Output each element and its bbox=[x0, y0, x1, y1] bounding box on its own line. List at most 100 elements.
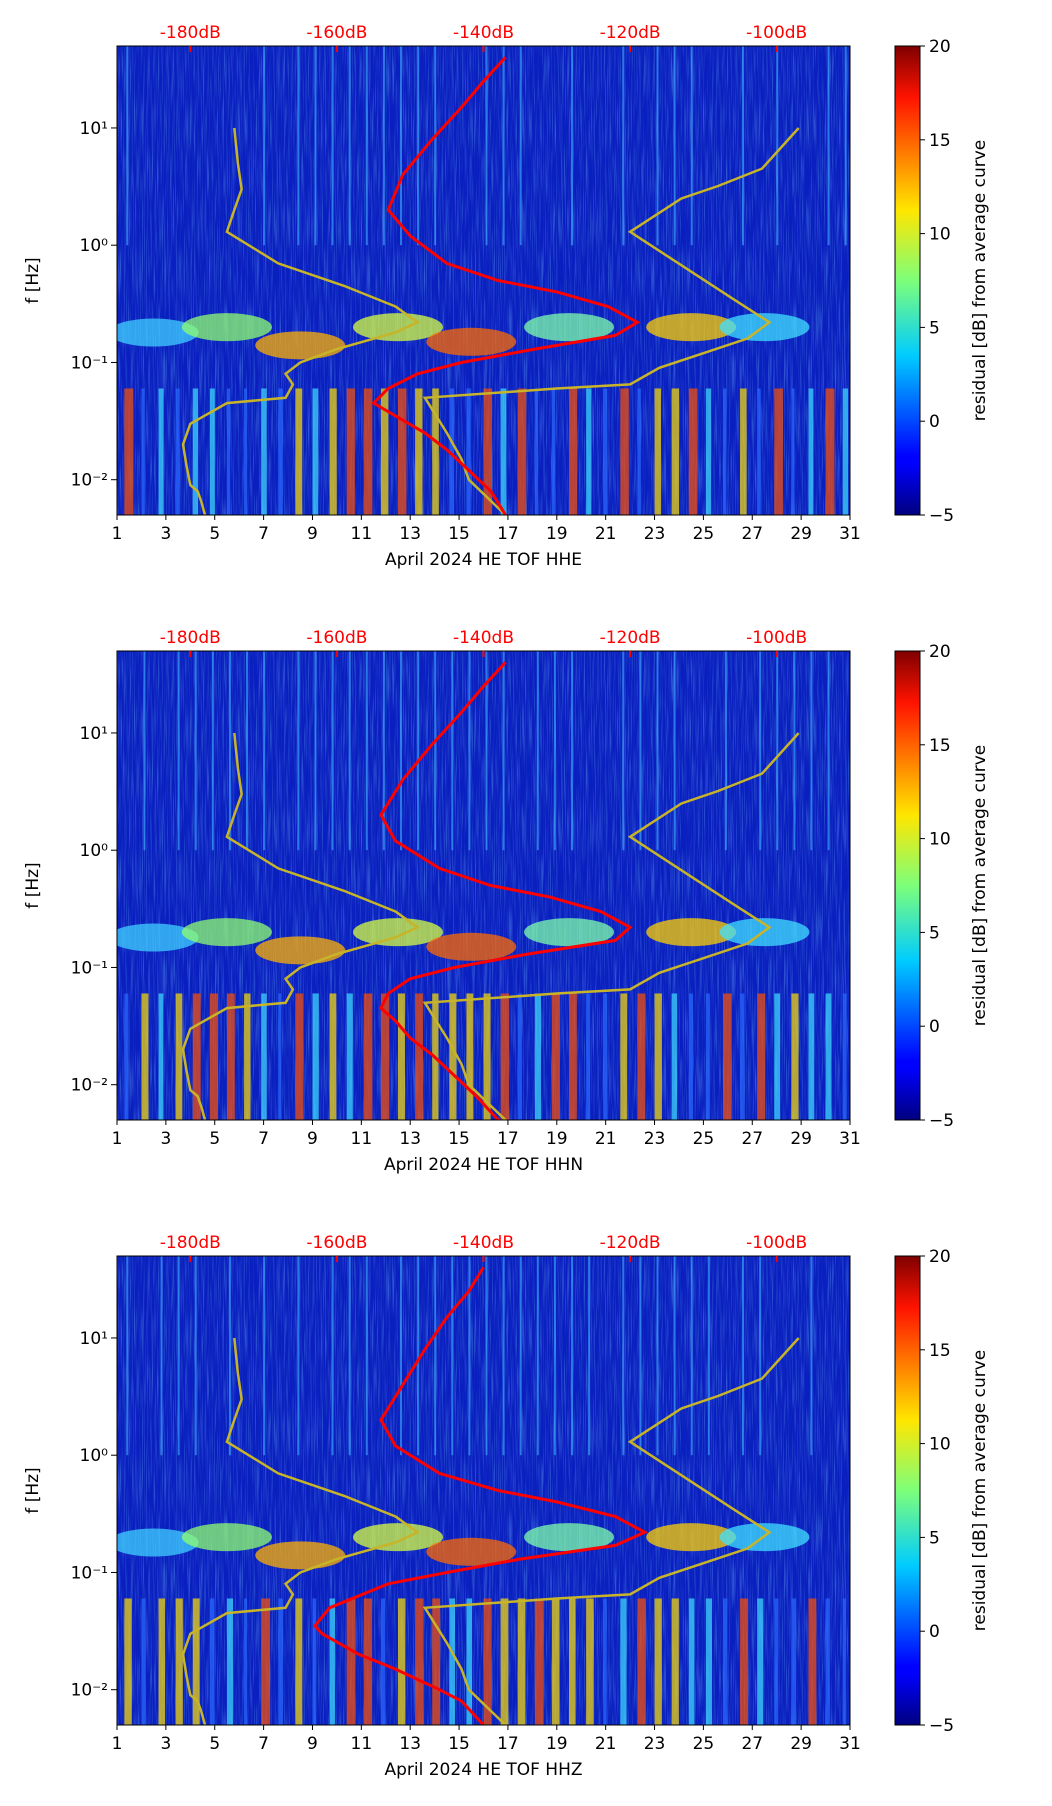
x-tick-label: 29 bbox=[790, 1734, 812, 1754]
db-scale-label: -180dB bbox=[160, 628, 221, 648]
x-tick-label: 9 bbox=[307, 1129, 318, 1149]
x-tick-label: 15 bbox=[448, 1129, 470, 1149]
x-tick-label: 25 bbox=[693, 1129, 715, 1149]
noise-model-curve bbox=[422, 732, 800, 1120]
colorbar-tick-label: −5 bbox=[929, 1716, 954, 1736]
x-tick-label: 5 bbox=[209, 1129, 220, 1149]
x-tick-label: 3 bbox=[160, 524, 171, 544]
colorbar-tick-label: 10 bbox=[929, 225, 951, 245]
y-tick-label: 10¹ bbox=[80, 724, 108, 744]
x-tick-label: 17 bbox=[497, 1129, 519, 1149]
x-tick-label: 31 bbox=[839, 1734, 861, 1754]
colorbar-tick-label: 10 bbox=[929, 1435, 951, 1455]
x-tick-label: 1 bbox=[112, 1734, 123, 1754]
y-axis-title: f [Hz] bbox=[23, 862, 43, 908]
db-scale-label: -160dB bbox=[306, 628, 367, 648]
x-tick-label: 9 bbox=[307, 1734, 318, 1754]
db-scale-label: -180dB bbox=[160, 1233, 221, 1253]
noise-model-curve bbox=[422, 1337, 800, 1725]
colorbar-tick-label: 5 bbox=[929, 923, 940, 943]
db-scale-label: -120dB bbox=[600, 23, 661, 43]
colorbar bbox=[894, 45, 921, 516]
noise-model-curve bbox=[422, 127, 800, 515]
x-tick-label: 17 bbox=[497, 1734, 519, 1754]
x-tick-label: 21 bbox=[595, 524, 617, 544]
x-tick-label: 5 bbox=[209, 1734, 220, 1754]
average-psd-curve bbox=[312, 1266, 649, 1725]
x-tick-label: 15 bbox=[448, 1734, 470, 1754]
colorbar-tick-label: −5 bbox=[929, 506, 954, 526]
db-scale-label: -140dB bbox=[453, 628, 514, 648]
x-tick-label: 17 bbox=[497, 524, 519, 544]
y-tick-label: 10⁻² bbox=[71, 1681, 108, 1701]
x-tick-label: 27 bbox=[741, 1129, 763, 1149]
spectrogram-image bbox=[117, 46, 850, 515]
x-axis-title: April 2024 HE TOF HHE bbox=[385, 550, 582, 570]
y-tick-label: 10⁻¹ bbox=[71, 958, 108, 978]
x-tick-label: 27 bbox=[741, 524, 763, 544]
db-scale-label: -100dB bbox=[746, 23, 807, 43]
y-tick-label: 10⁰ bbox=[80, 1446, 109, 1466]
x-tick-label: 23 bbox=[644, 1129, 666, 1149]
colorbar-tick-label: 0 bbox=[929, 412, 940, 432]
db-scale-label: -100dB bbox=[746, 628, 807, 648]
colorbar-tick-label: 15 bbox=[929, 1341, 951, 1361]
colorbar-label: residual [dB] from average curve bbox=[970, 1350, 990, 1631]
noise-model-curve bbox=[181, 1337, 420, 1725]
db-scale-label: -100dB bbox=[746, 1233, 807, 1253]
colorbar-tick-label: 20 bbox=[929, 1247, 951, 1267]
x-axis-title: April 2024 HE TOF HHZ bbox=[384, 1760, 582, 1780]
x-tick-label: 11 bbox=[351, 524, 373, 544]
x-tick-label: 19 bbox=[546, 1734, 568, 1754]
x-tick-label: 13 bbox=[399, 524, 421, 544]
x-tick-label: 1 bbox=[112, 1129, 123, 1149]
y-tick-label: 10⁻¹ bbox=[71, 353, 108, 373]
db-scale-label: -120dB bbox=[600, 1233, 661, 1253]
noise-model-curve bbox=[181, 127, 420, 515]
db-scale-label: -120dB bbox=[600, 628, 661, 648]
spectrogram-image bbox=[117, 1256, 850, 1725]
db-scale-label: -140dB bbox=[453, 1233, 514, 1253]
y-tick-label: 10¹ bbox=[80, 119, 108, 139]
colorbar-tick-label: 10 bbox=[929, 830, 951, 850]
x-tick-label: 13 bbox=[399, 1734, 421, 1754]
colorbar-tick-label: 20 bbox=[929, 642, 951, 662]
x-tick-label: 7 bbox=[258, 1734, 269, 1754]
x-tick-label: 13 bbox=[399, 1129, 421, 1149]
colorbar-tick-label: 5 bbox=[929, 1528, 940, 1548]
x-tick-label: 21 bbox=[595, 1734, 617, 1754]
colorbar-tick-label: 15 bbox=[929, 131, 951, 151]
spectrogram-panel-hhn: 1 3 5 7 9 11 13 15 17 19 21 23 25 27 29 3110⁻²10⁻¹10⁰10… bbox=[23, 628, 990, 1175]
x-tick-label: 23 bbox=[644, 524, 666, 544]
x-tick-label: 1 bbox=[112, 524, 123, 544]
x-tick-label: 11 bbox=[351, 1129, 373, 1149]
x-axis-title: April 2024 HE TOF HHN bbox=[384, 1155, 583, 1175]
x-tick-label: 7 bbox=[258, 524, 269, 544]
x-tick-label: 19 bbox=[546, 524, 568, 544]
spectrogram-panel-hhz: 1 3 5 7 9 11 13 15 17 19 21 23 25 27 29 3110⁻²10⁻¹10⁰10… bbox=[23, 1233, 990, 1780]
x-tick-label: 3 bbox=[160, 1734, 171, 1754]
colorbar-tick-label: 5 bbox=[929, 318, 940, 338]
x-tick-label: 23 bbox=[644, 1734, 666, 1754]
y-tick-label: 10⁻² bbox=[71, 1076, 108, 1096]
x-tick-label: 25 bbox=[693, 1734, 715, 1754]
colorbar bbox=[894, 1255, 921, 1726]
y-tick-label: 10⁰ bbox=[80, 236, 109, 256]
colorbar-label: residual [dB] from average curve bbox=[970, 745, 990, 1026]
colorbar-tick-label: 20 bbox=[929, 37, 951, 57]
y-axis-title: f [Hz] bbox=[23, 1467, 43, 1513]
y-tick-label: 10¹ bbox=[80, 1329, 108, 1349]
average-psd-curve bbox=[371, 56, 641, 515]
y-tick-label: 10⁰ bbox=[80, 841, 109, 861]
colorbar-label: residual [dB] from average curve bbox=[970, 140, 990, 421]
x-tick-label: 3 bbox=[160, 1129, 171, 1149]
x-tick-label: 5 bbox=[209, 524, 220, 544]
colorbar-tick-label: 0 bbox=[929, 1017, 940, 1037]
x-tick-label: 27 bbox=[741, 1734, 763, 1754]
x-tick-label: 19 bbox=[546, 1129, 568, 1149]
x-tick-label: 21 bbox=[595, 1129, 617, 1149]
x-tick-label: 31 bbox=[839, 524, 861, 544]
x-tick-label: 15 bbox=[448, 524, 470, 544]
colorbar bbox=[894, 650, 921, 1121]
